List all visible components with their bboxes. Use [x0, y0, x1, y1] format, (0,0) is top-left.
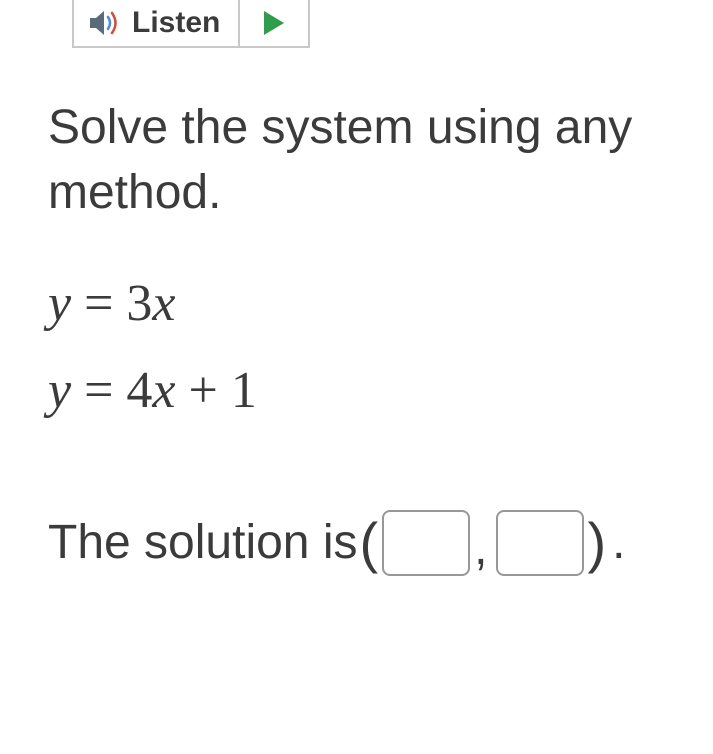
answer-y-input[interactable] — [496, 510, 584, 576]
listen-label: Listen — [132, 6, 220, 40]
speaker-icon — [88, 8, 122, 38]
eq2-rhs-var: x — [152, 362, 175, 419]
eq2-tail: + 1 — [176, 362, 257, 419]
equation-2: y = 4x + 1 — [48, 361, 673, 420]
solution-line: The solution is ( , ) . — [48, 510, 673, 576]
comma: , — [472, 521, 493, 576]
eq1-coef: 3 — [126, 275, 152, 332]
answer-x-input[interactable] — [382, 510, 470, 576]
audio-toolbar: Listen — [72, 0, 673, 48]
eq1-rhs-var: x — [152, 275, 175, 332]
equation-system: y = 3x y = 4x + 1 — [48, 274, 673, 420]
open-paren: ( — [358, 515, 381, 571]
eq2-coef: 4 — [126, 362, 152, 419]
eq1-equals: = — [71, 275, 126, 332]
eq1-lhs: y — [48, 275, 71, 332]
question-prompt: Solve the system using any method. — [48, 96, 673, 226]
eq2-equals: = — [71, 362, 126, 419]
listen-button[interactable]: Listen — [72, 0, 240, 48]
period: . — [608, 515, 625, 570]
play-icon — [262, 9, 286, 37]
play-button[interactable] — [240, 0, 310, 48]
solution-prefix: The solution is — [48, 515, 358, 570]
equation-1: y = 3x — [48, 274, 673, 333]
close-paren: ) — [586, 515, 609, 571]
eq2-lhs: y — [48, 362, 71, 419]
